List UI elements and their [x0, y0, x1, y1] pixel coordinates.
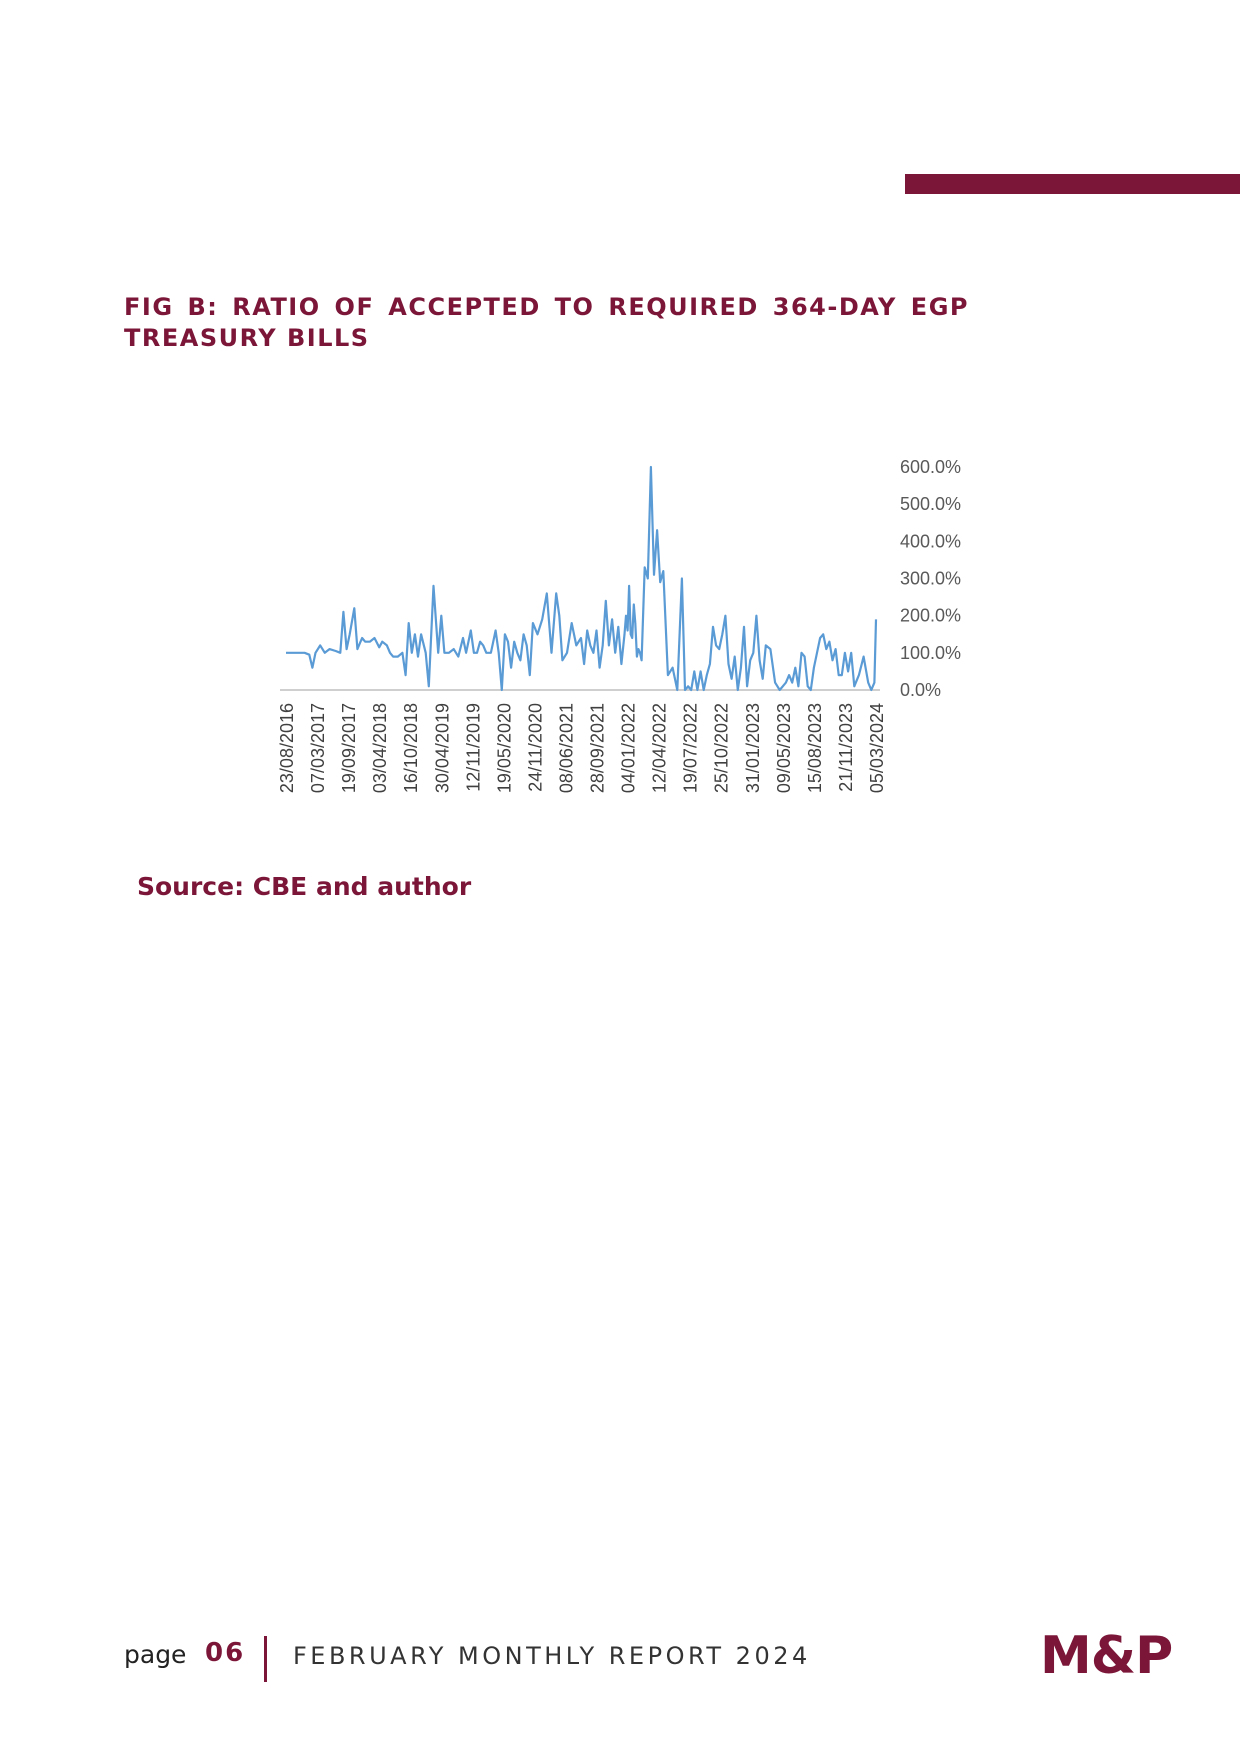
x-tick-label: 30/04/2019 [432, 703, 452, 793]
x-tick-label: 12/04/2022 [650, 703, 670, 793]
y-tick-label: 200.0% [900, 606, 961, 626]
x-tick-label: 04/01/2022 [619, 703, 639, 793]
series-line [286, 465, 878, 692]
x-tick-label: 03/04/2018 [370, 703, 390, 793]
header-accent-bar [905, 174, 1240, 194]
footer-divider [264, 1636, 267, 1682]
x-tick-label: 23/08/2016 [277, 703, 297, 793]
x-tick-label: 07/03/2017 [308, 703, 328, 793]
x-tick-label: 31/01/2023 [743, 703, 763, 793]
y-tick-label: 400.0% [900, 531, 961, 551]
x-tick-label: 19/09/2017 [339, 703, 359, 793]
y-tick-label: 600.0% [900, 457, 961, 477]
y-tick-label: 300.0% [900, 569, 961, 589]
x-tick-label: 09/05/2023 [774, 703, 794, 793]
x-tick-label: 08/06/2021 [556, 703, 576, 793]
x-tick-label: 21/11/2023 [836, 703, 856, 792]
x-tick-label: 12/11/2019 [463, 703, 483, 792]
footer-page-label: page [124, 1640, 187, 1669]
y-tick-label: 0.0% [900, 680, 941, 700]
footer-page-number: 06 [205, 1638, 246, 1668]
y-tick-label: 500.0% [900, 494, 961, 514]
x-tick-label: 19/07/2022 [681, 703, 701, 793]
x-tick-label: 25/10/2022 [712, 703, 732, 793]
footer-report-title: FEBRUARY MONTHLY REPORT 2024 [293, 1642, 811, 1670]
x-tick-label: 28/09/2021 [588, 703, 608, 793]
brand-logo: M&P [1040, 1626, 1173, 1686]
figure-source: Source: CBE and author [137, 872, 472, 901]
x-tick-label: 05/03/2024 [867, 703, 887, 793]
x-tick-label: 16/10/2018 [401, 703, 421, 793]
x-tick-label: 19/05/2020 [494, 703, 514, 793]
figure-title: FIG B: RATIO OF ACCEPTED TO REQUIRED 364… [124, 293, 969, 352]
x-tick-label: 24/11/2020 [525, 703, 545, 792]
y-tick-label: 100.0% [900, 643, 961, 663]
line-chart: 0.0% 100.0% 200.0% 300.0% 400.0% 500.0% 600.0%… [277, 457, 961, 793]
x-tick-label: 15/08/2023 [805, 703, 825, 793]
